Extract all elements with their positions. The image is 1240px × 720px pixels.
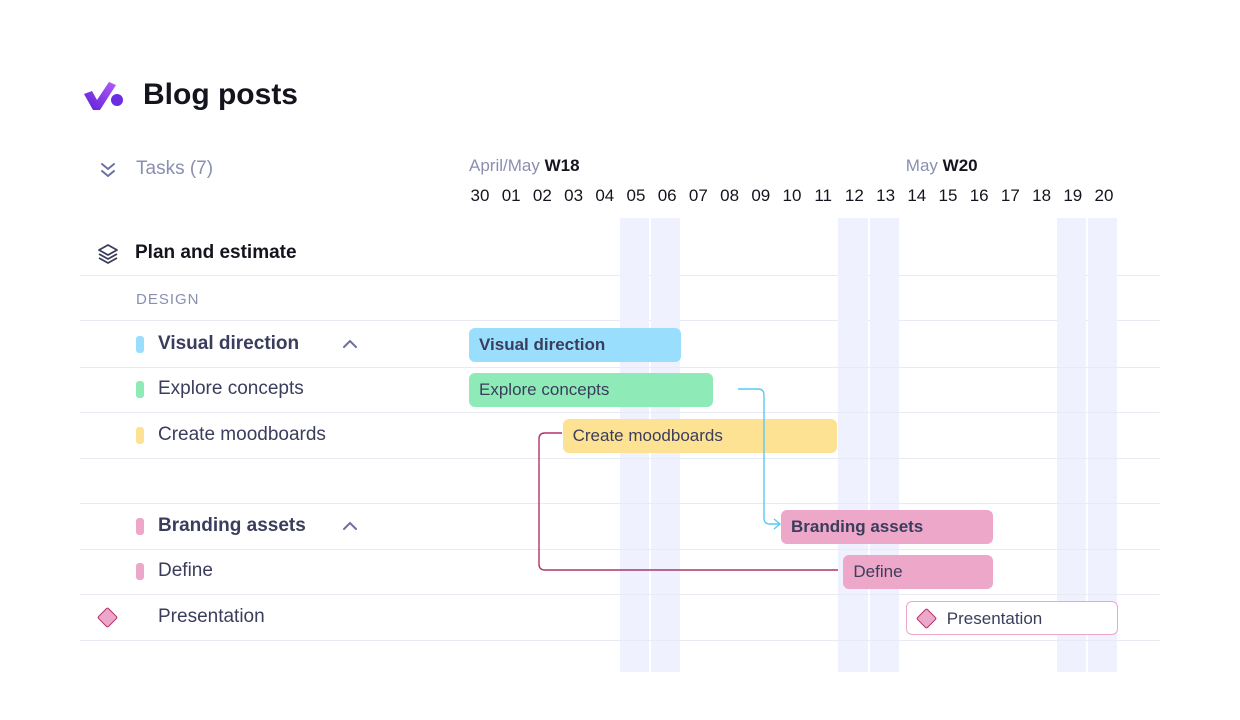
- gantt-bar[interactable]: Visual direction: [469, 327, 682, 362]
- weekend-band: [869, 218, 899, 672]
- task-label[interactable]: Define: [158, 560, 213, 582]
- divider: [80, 503, 1160, 504]
- milestone-diamond-icon: [96, 606, 119, 628]
- task-label[interactable]: Explore concepts: [158, 378, 304, 400]
- chevron-up-icon[interactable]: [342, 520, 358, 532]
- color-swatch: [136, 563, 144, 581]
- day-label: 13: [876, 186, 896, 205]
- gantt-bar-label: Branding assets: [791, 516, 924, 536]
- week-number: W20: [942, 156, 978, 175]
- month-label: April/May: [469, 156, 540, 175]
- day-label: 15: [938, 186, 958, 205]
- day-label: 07: [688, 186, 708, 205]
- page-title: Blog posts: [143, 78, 298, 111]
- divider: [80, 457, 1160, 459]
- divider: [80, 594, 1160, 595]
- task-label[interactable]: Visual direction: [158, 332, 300, 354]
- gantt-bar-label: Explore concepts: [479, 380, 610, 400]
- color-swatch: [136, 335, 144, 353]
- color-swatch: [136, 517, 144, 535]
- day-label: 30: [470, 186, 490, 205]
- divider: [80, 412, 1160, 413]
- divider: [80, 639, 1160, 641]
- day-label: 09: [751, 186, 771, 205]
- day-label: 11: [814, 186, 833, 205]
- gantt-bar[interactable]: Branding assets: [781, 509, 994, 544]
- weekend-band: [1088, 218, 1118, 672]
- color-swatch: [136, 381, 144, 399]
- task-label[interactable]: Presentation: [158, 605, 265, 627]
- week-number: W18: [544, 156, 580, 175]
- app-logo-icon: [84, 82, 123, 110]
- color-swatch: [136, 426, 144, 444]
- section-label: DESIGN: [136, 291, 200, 308]
- gantt-bar-label: Create moodboards: [572, 425, 723, 445]
- milestone-diamond-icon: [915, 607, 937, 629]
- gantt-bar-label: Presentation: [946, 608, 1043, 628]
- gantt-bar-label: Define: [853, 562, 903, 582]
- day-label: 03: [564, 186, 584, 205]
- day-label: 20: [1094, 186, 1114, 205]
- tasks-toggle[interactable]: Tasks (7): [136, 158, 214, 179]
- task-label[interactable]: Create moodboards: [158, 423, 326, 445]
- day-label: 01: [501, 186, 521, 205]
- day-label: 05: [626, 186, 646, 205]
- dependency-arrow-icon: [773, 518, 782, 530]
- day-label: 02: [532, 186, 552, 205]
- chevron-up-icon[interactable]: [342, 338, 358, 350]
- day-label: 04: [595, 186, 615, 205]
- day-label: 06: [657, 186, 677, 205]
- gantt-bar[interactable]: Presentation: [905, 600, 1119, 635]
- day-label: 08: [720, 186, 740, 205]
- day-label: 17: [1000, 186, 1020, 205]
- day-label: 18: [1032, 186, 1052, 205]
- day-label: 10: [782, 186, 802, 205]
- day-label: 14: [907, 186, 927, 205]
- day-label: 16: [969, 186, 989, 205]
- day-label: 19: [1063, 186, 1083, 205]
- month-label: May: [905, 156, 938, 175]
- gantt-bar-label: Visual direction: [479, 334, 606, 354]
- divider: [80, 548, 1160, 550]
- gantt-bar[interactable]: Create moodboards: [562, 418, 838, 453]
- week-label: April/May W18: [469, 156, 580, 176]
- gantt-bar[interactable]: Explore concepts: [469, 373, 713, 408]
- gantt-bar[interactable]: Define: [843, 555, 994, 590]
- weekend-band: [838, 218, 868, 672]
- divider: [80, 366, 1160, 368]
- week-label: May W20: [906, 156, 978, 176]
- group-label[interactable]: Plan and estimate: [135, 242, 297, 263]
- layers-icon: [98, 244, 118, 264]
- double-chevron-down-icon[interactable]: [99, 161, 117, 179]
- weekend-band: [1056, 218, 1086, 672]
- day-label: 12: [844, 186, 864, 205]
- task-label[interactable]: Branding assets: [158, 514, 306, 536]
